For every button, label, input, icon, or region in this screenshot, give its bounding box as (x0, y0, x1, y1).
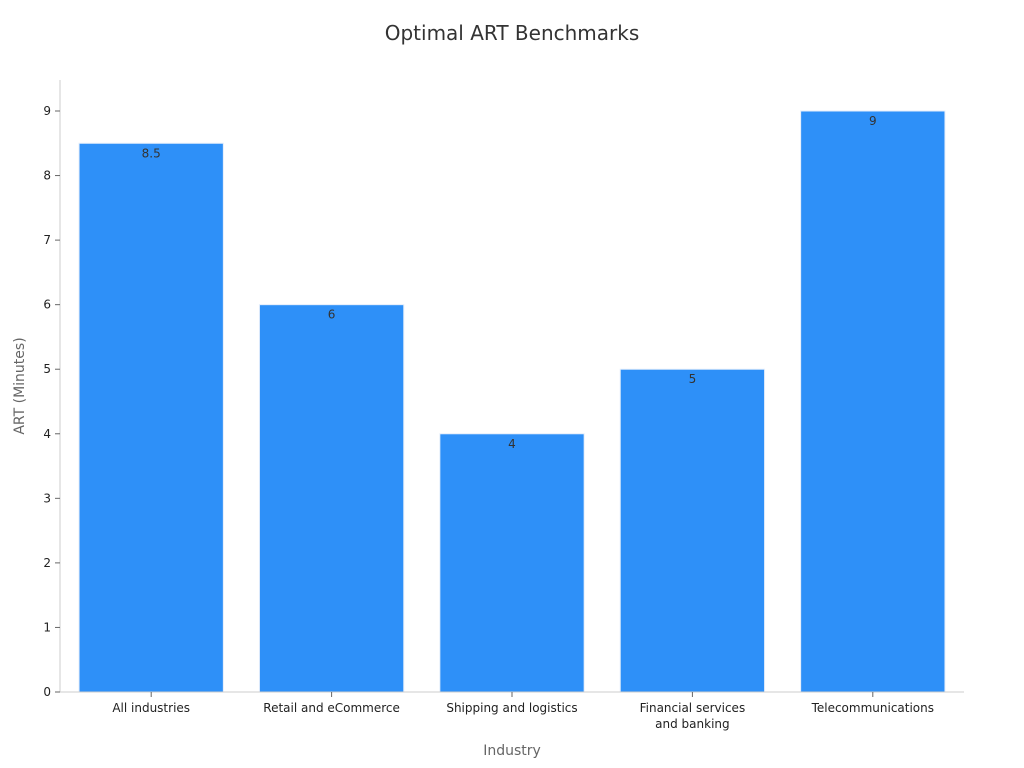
data-label-3: 5 (689, 372, 697, 386)
y-tick-label-6: 6 (43, 298, 51, 312)
bar-0 (78, 142, 224, 693)
x-tick-label-line: Telecommunications (811, 701, 934, 715)
x-tick-label-line: All industries (112, 701, 190, 715)
x-tick-label-2: Shipping and logistics (446, 701, 577, 715)
bar-4 (800, 110, 946, 693)
x-tick-label-line: Shipping and logistics (446, 701, 577, 715)
data-label-0: 8.5 (142, 146, 161, 160)
y-tick-label-1: 1 (43, 620, 51, 634)
x-axis-title: Industry (483, 743, 541, 759)
y-axis: 0 1 2 3 4 5 6 7 8 9 (43, 80, 61, 699)
x-tick-label-3: Financial services and banking (640, 701, 746, 731)
bar-2 (439, 433, 585, 693)
data-label-1: 6 (328, 308, 336, 322)
x-tick-label-0: All industries (112, 701, 190, 715)
bar-3 (619, 368, 766, 693)
bar-1 (258, 304, 405, 693)
x-tick-label-4: Telecommunications (811, 701, 934, 715)
y-tick-label-8: 8 (43, 169, 51, 183)
data-label-2: 4 (508, 437, 516, 451)
y-tick-label-3: 3 (43, 491, 51, 505)
x-tick-label-line: Retail and eCommerce (263, 701, 400, 715)
chart-title: Optimal ART Benchmarks (385, 21, 640, 45)
bars-group: 8.5 6 4 5 9 (78, 110, 946, 693)
y-tick-label-2: 2 (43, 556, 51, 570)
x-tick-label-line: Financial services (640, 701, 746, 715)
y-tick-label-4: 4 (43, 427, 51, 441)
y-tick-label-5: 5 (43, 362, 51, 376)
y-tick-label-9: 9 (43, 104, 51, 118)
x-axis: All industries Retail and eCommerce Shippi… (60, 691, 964, 731)
data-label-4: 9 (869, 114, 877, 128)
y-tick-label-7: 7 (43, 233, 51, 247)
x-tick-label-1: Retail and eCommerce (263, 701, 400, 715)
y-axis-title: ART (Minutes) (12, 337, 28, 434)
x-tick-label-line: and banking (655, 717, 729, 731)
y-tick-label-0: 0 (43, 685, 51, 699)
